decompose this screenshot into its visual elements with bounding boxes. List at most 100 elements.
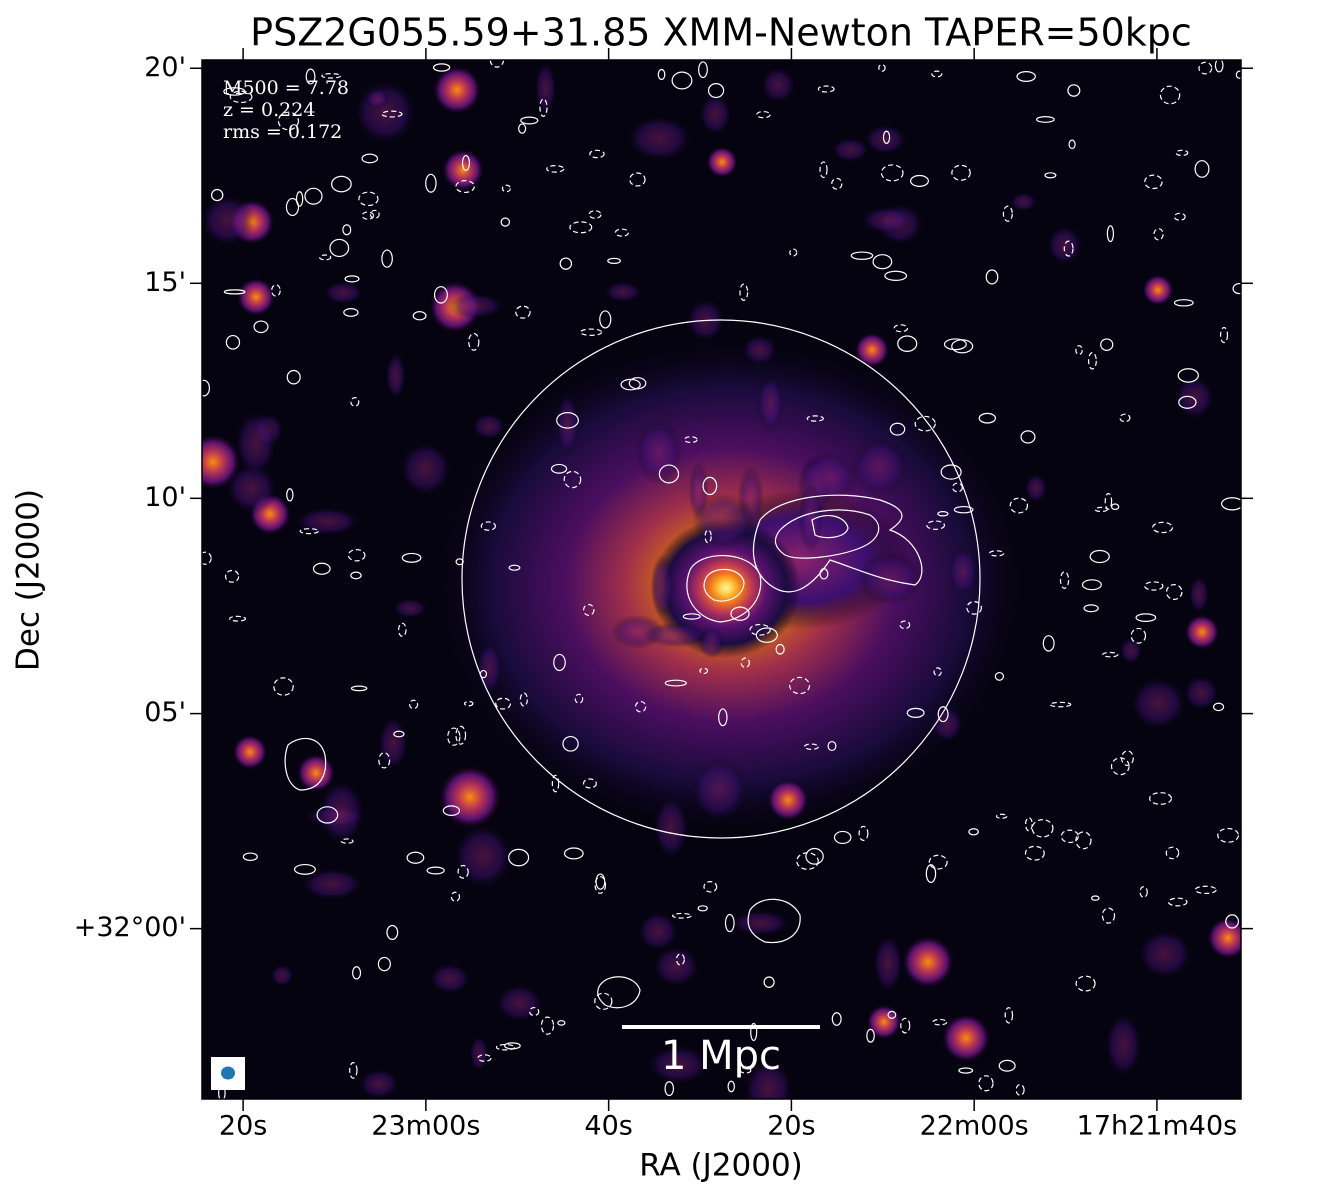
- contour: [551, 774, 560, 793]
- contour: [1009, 497, 1029, 514]
- contour: [880, 164, 904, 182]
- contour: [582, 778, 597, 789]
- contour: [704, 529, 712, 544]
- contour: [698, 61, 708, 79]
- contour: [1015, 1084, 1025, 1096]
- faint-emission: [650, 554, 675, 619]
- x-tick-label: 20s: [767, 1111, 815, 1142]
- contour: [933, 667, 942, 677]
- faint-emission: [451, 822, 515, 891]
- point-source: [236, 277, 276, 317]
- contour: [1075, 345, 1083, 356]
- contour: [1110, 757, 1130, 776]
- faint-emission: [602, 281, 643, 303]
- faint-emission: [384, 350, 407, 401]
- contour: [304, 187, 323, 205]
- contour: [455, 725, 467, 745]
- contour: [329, 238, 350, 258]
- contour: [1194, 885, 1217, 895]
- contour: [740, 657, 750, 669]
- faint-emission: [299, 867, 365, 901]
- contour: [697, 905, 708, 912]
- faint-emission: [947, 545, 979, 597]
- contour: [1068, 139, 1076, 150]
- x-tick-label: 20s: [219, 1111, 267, 1142]
- faint-emission: [742, 1057, 795, 1099]
- contour: [455, 180, 475, 194]
- contour: [1025, 817, 1033, 832]
- faint-emission: [798, 483, 823, 554]
- contour: [312, 562, 331, 575]
- contour: [1016, 71, 1036, 82]
- contour: [1090, 895, 1100, 901]
- contour: [344, 275, 360, 283]
- contour: [1044, 172, 1057, 179]
- contour: [546, 165, 565, 173]
- faint-emission: [760, 66, 797, 104]
- contour: [763, 976, 775, 988]
- contour: [926, 520, 946, 530]
- contour: [1119, 413, 1131, 423]
- contour: [202, 379, 211, 397]
- point-source: [854, 332, 890, 368]
- faint-emission: [636, 910, 680, 953]
- contour: [703, 568, 745, 602]
- contour: [574, 693, 584, 704]
- contour: [285, 197, 300, 217]
- contour: [914, 415, 936, 432]
- contour: [594, 992, 613, 1010]
- contour: [508, 564, 521, 571]
- contour: [398, 622, 407, 637]
- r500-circle: [461, 319, 981, 839]
- contour: [953, 505, 974, 514]
- contour: [358, 191, 379, 207]
- contour: [1059, 571, 1070, 589]
- contours: [202, 60, 1241, 1099]
- faint-emission: [533, 60, 557, 118]
- contour: [412, 311, 427, 321]
- contour: [562, 735, 579, 752]
- faint-emission: [555, 390, 580, 457]
- contour: [1149, 792, 1173, 805]
- contour: [937, 511, 949, 517]
- contour: [347, 549, 366, 562]
- faint-emission: [625, 114, 694, 163]
- contour: [756, 110, 771, 119]
- contour: [406, 851, 425, 864]
- contour: [775, 643, 785, 655]
- contour: [887, 1010, 897, 1019]
- contour: [951, 164, 971, 181]
- contour: [1173, 299, 1194, 307]
- contour: [529, 1006, 540, 1017]
- contour: [882, 130, 891, 144]
- contour: [1100, 338, 1114, 351]
- contour: [1087, 352, 1097, 370]
- contour: [750, 1022, 758, 1042]
- contour: [1075, 975, 1096, 992]
- contour: [893, 324, 909, 333]
- contour: [952, 482, 963, 493]
- contour: [463, 700, 474, 707]
- faint-emission: [468, 1034, 490, 1073]
- contour: [985, 269, 999, 285]
- contour: [906, 707, 925, 718]
- contour: [563, 847, 584, 860]
- contour: [629, 172, 646, 187]
- contour: [702, 476, 718, 496]
- contour: [369, 209, 380, 219]
- image: [202, 60, 1241, 1099]
- contour: [1165, 846, 1180, 860]
- contour: [1198, 61, 1213, 75]
- contour: [455, 558, 464, 566]
- faint-emission: [1118, 636, 1144, 665]
- contour: [1094, 506, 1108, 513]
- contour: [477, 1054, 492, 1062]
- contour: [1232, 282, 1241, 295]
- contour: [409, 699, 419, 710]
- contour: [583, 603, 595, 616]
- contour: [878, 64, 886, 72]
- contour: [1153, 228, 1164, 241]
- contour: [724, 913, 735, 933]
- contour: [588, 210, 602, 219]
